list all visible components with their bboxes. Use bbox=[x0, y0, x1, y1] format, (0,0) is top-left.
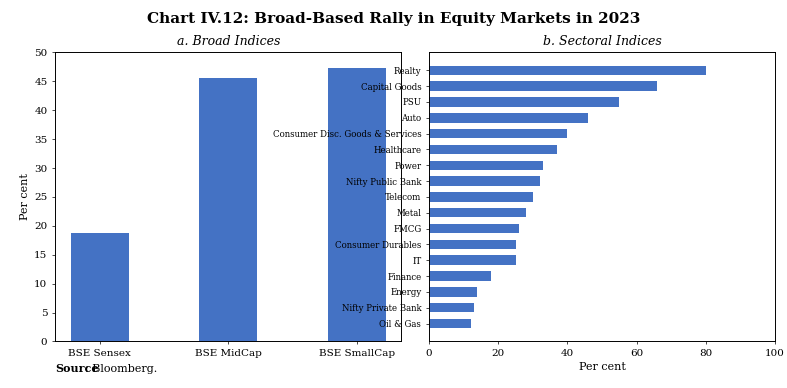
Bar bbox=[429, 66, 706, 75]
Bar bbox=[327, 68, 386, 341]
Bar bbox=[429, 208, 526, 218]
Bar bbox=[429, 129, 567, 139]
Bar bbox=[199, 78, 257, 341]
Bar bbox=[429, 303, 474, 312]
Bar bbox=[71, 233, 128, 341]
Bar bbox=[429, 113, 588, 123]
Bar bbox=[429, 255, 515, 265]
Bar bbox=[429, 97, 619, 107]
Y-axis label: Per cent: Per cent bbox=[20, 173, 30, 220]
Bar bbox=[429, 319, 471, 328]
X-axis label: Per cent: Per cent bbox=[578, 362, 626, 372]
Bar bbox=[429, 240, 515, 249]
Bar bbox=[429, 161, 543, 170]
Bar bbox=[429, 176, 540, 186]
Title: b. Sectoral Indices: b. Sectoral Indices bbox=[543, 35, 661, 48]
Bar bbox=[429, 81, 657, 91]
Bar bbox=[429, 271, 491, 281]
Title: a. Broad Indices: a. Broad Indices bbox=[176, 35, 280, 48]
Text: Chart IV.12: Broad-Based Rally in Equity Markets in 2023: Chart IV.12: Broad-Based Rally in Equity… bbox=[147, 12, 640, 26]
Bar bbox=[429, 287, 478, 297]
Bar bbox=[429, 224, 519, 233]
Text: : Bloomberg.: : Bloomberg. bbox=[85, 364, 157, 374]
Text: Source: Source bbox=[55, 364, 98, 374]
Bar bbox=[429, 192, 533, 202]
Bar bbox=[429, 145, 557, 154]
